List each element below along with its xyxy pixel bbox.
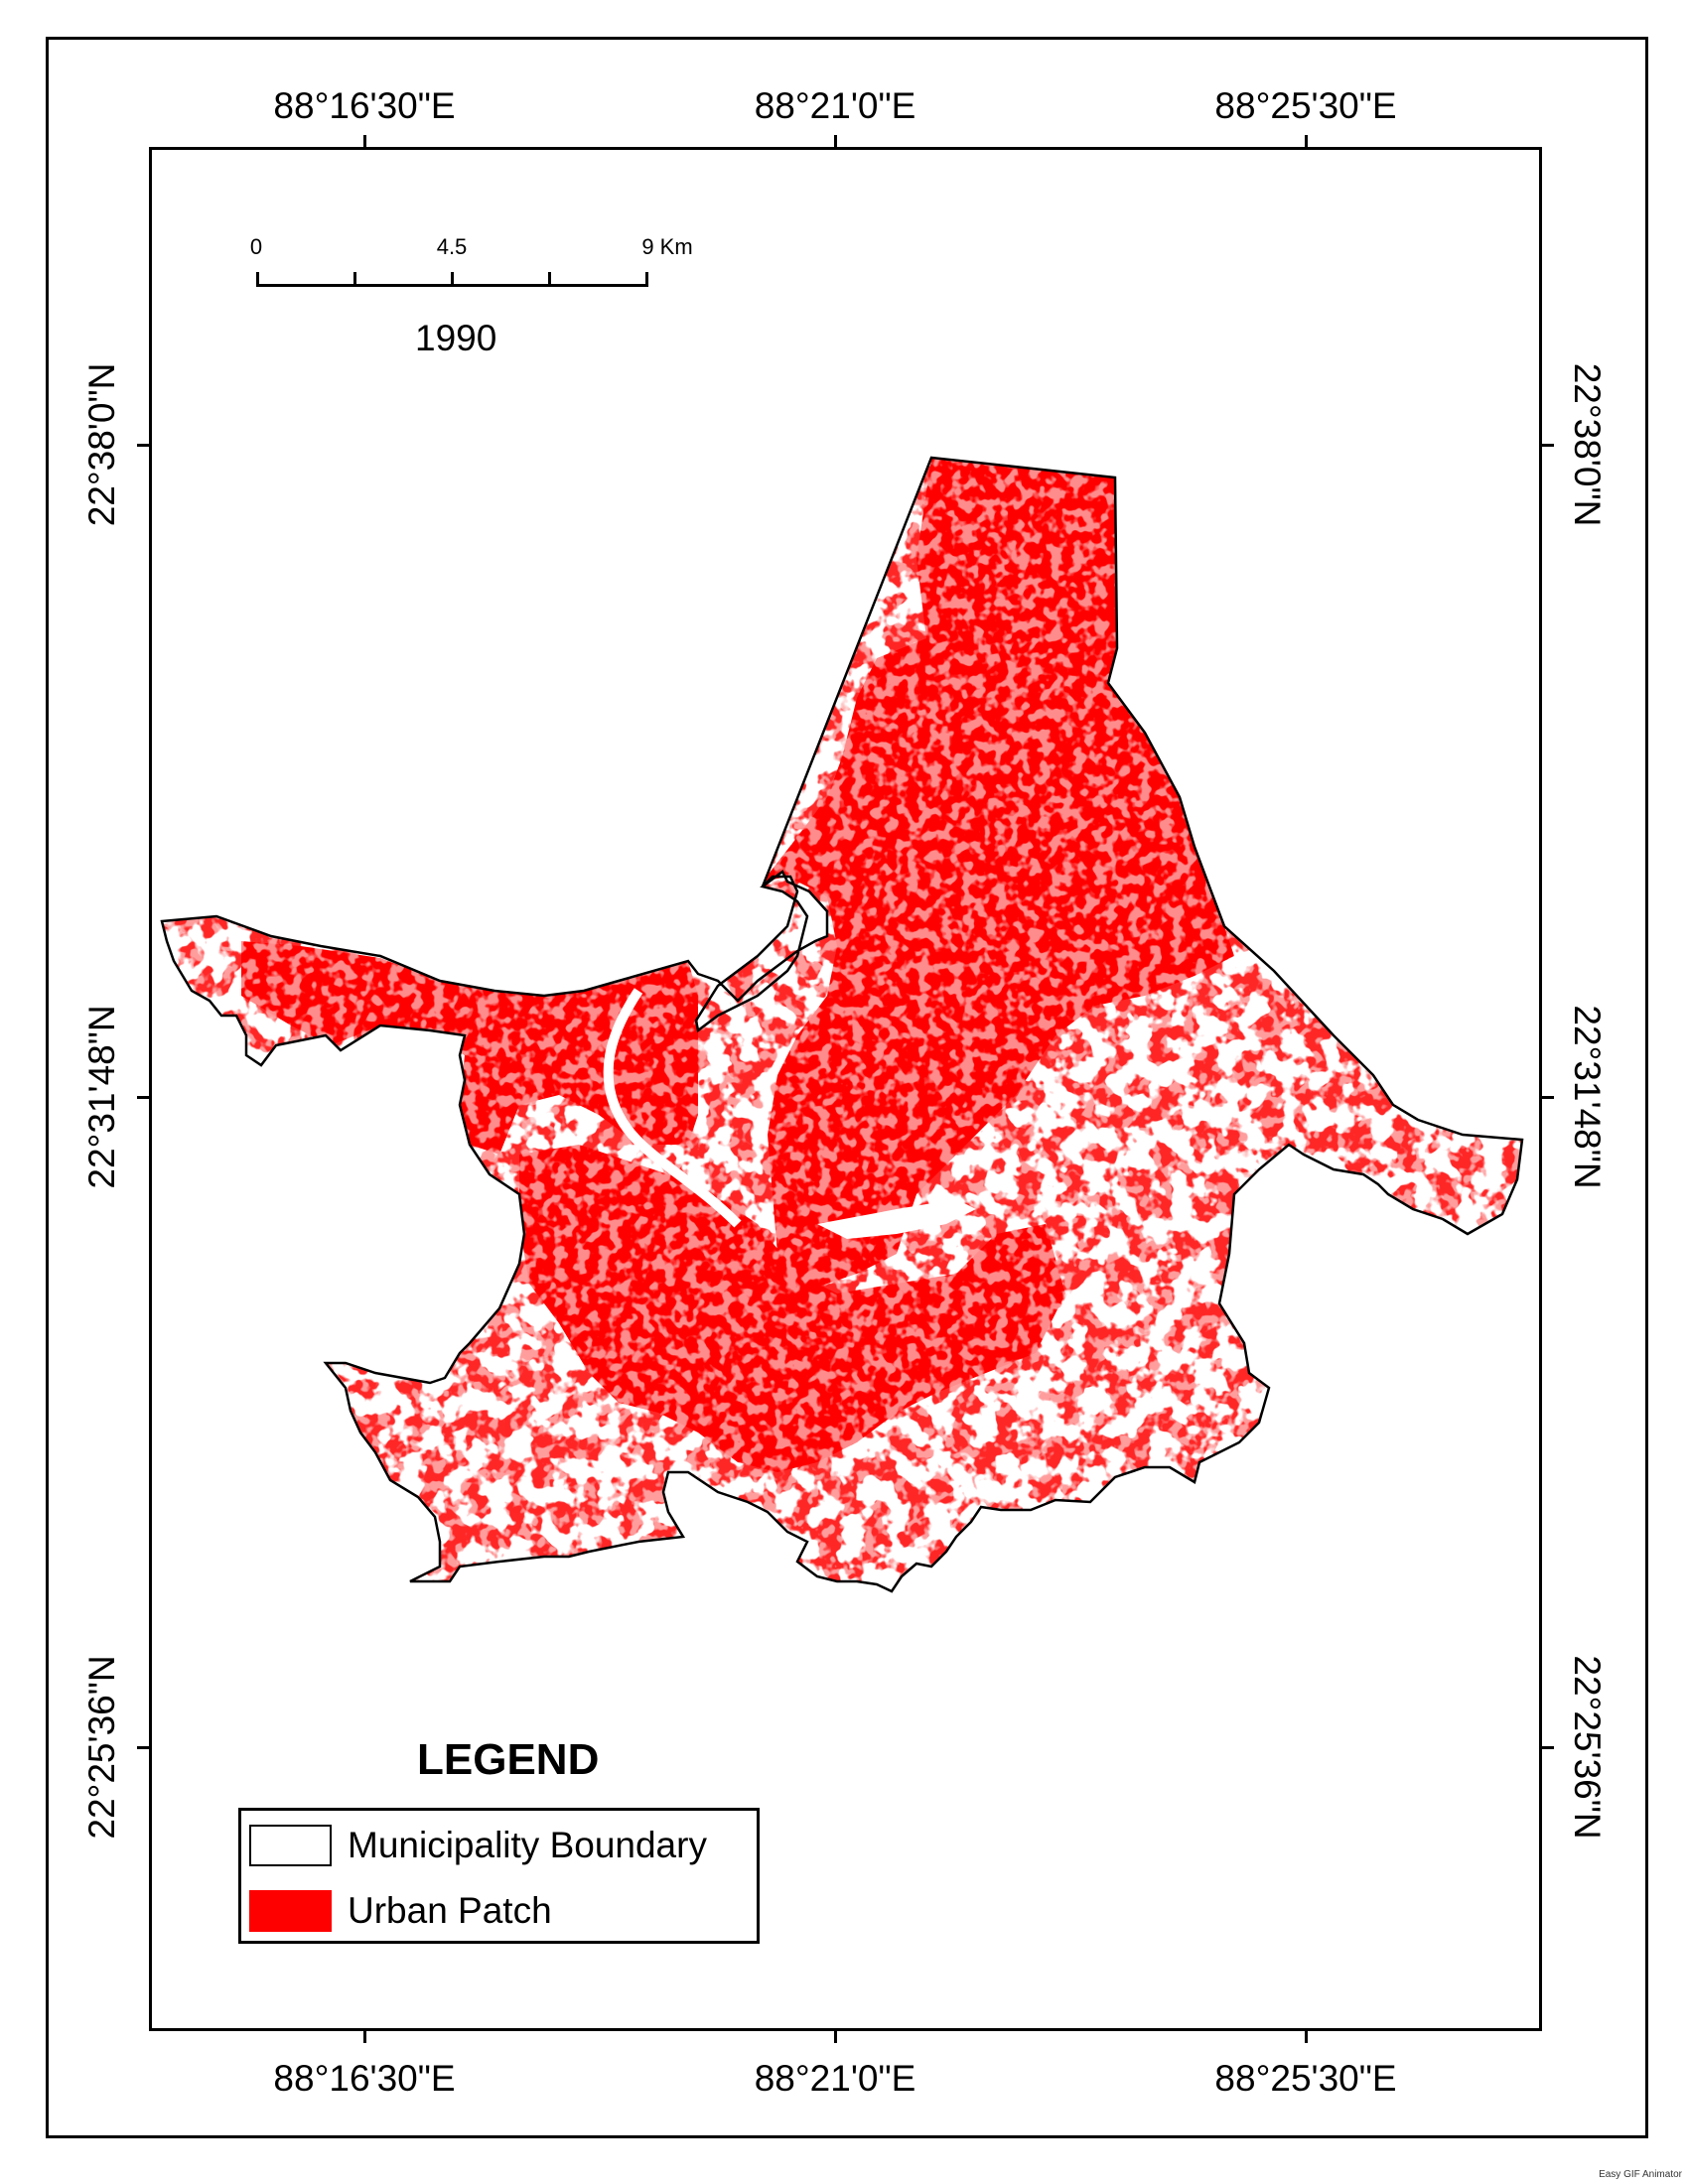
tick-bottom-2 [834, 2030, 837, 2043]
boundary-outline-swatch-icon [249, 1825, 332, 1866]
tick-left-1 [137, 444, 150, 447]
open-area-lake [817, 1199, 976, 1239]
legend-item-boundary: Municipality Boundary [249, 1824, 707, 1867]
scale-tick [548, 272, 551, 287]
river-channel [603, 988, 742, 1228]
tick-left-2 [137, 1096, 150, 1099]
tick-bottom-3 [1305, 2030, 1308, 2043]
legend-title: LEGEND [417, 1735, 600, 1784]
map-canvas [152, 150, 1539, 2028]
tick-right-1 [1541, 444, 1554, 447]
tick-top-1 [363, 135, 366, 148]
scale-tick [451, 272, 454, 287]
legend-label-boundary: Municipality Boundary [348, 1825, 707, 1865]
lon-label-top-3: 88°25'30"E [1214, 85, 1397, 126]
year-label: 1990 [415, 318, 497, 358]
tick-right-2 [1541, 1096, 1554, 1099]
legend: Municipality Boundary Urban Patch [238, 1808, 760, 1944]
scale-tick [645, 272, 648, 287]
lon-label-bottom-1: 88°16'30"E [273, 2058, 456, 2099]
lon-label-top-1: 88°16'30"E [273, 85, 456, 126]
lat-label-left-1: 22°38'0"N [81, 362, 122, 527]
scale-label-end: 9 Km [641, 234, 693, 259]
scale-label-mid: 4.5 [436, 234, 468, 259]
legend-label-urban: Urban Patch [348, 1890, 552, 1931]
lon-label-top-2: 88°21'0"E [754, 85, 916, 126]
credit-text: Easy GIF Animator [1599, 2169, 1682, 2180]
outer-frame [46, 37, 1648, 2138]
urban-patch-swatch-icon [249, 1890, 332, 1932]
legend-item-urban: Urban Patch [249, 1889, 552, 1933]
lon-label-bottom-3: 88°25'30"E [1214, 2058, 1397, 2099]
tick-right-3 [1541, 1746, 1554, 1749]
scale-bar: 0 4.5 9 Km [250, 234, 693, 296]
lat-label-right-1: 22°38'0"N [1567, 362, 1608, 527]
scale-tick [353, 272, 356, 287]
lat-label-right-3: 22°25'36"N [1567, 1655, 1608, 1840]
map-frame [149, 147, 1542, 2031]
tick-left-3 [137, 1746, 150, 1749]
lat-label-right-2: 22°31'48"N [1567, 1005, 1608, 1189]
scale-tick [256, 272, 259, 287]
tick-bottom-1 [363, 2030, 366, 2043]
lon-label-bottom-2: 88°21'0"E [754, 2058, 916, 2099]
scale-label-0: 0 [249, 234, 263, 259]
tick-top-2 [834, 135, 837, 148]
lat-label-left-3: 22°25'36"N [81, 1655, 122, 1840]
lat-label-left-2: 22°31'48"N [81, 1005, 122, 1189]
tick-top-3 [1305, 135, 1308, 148]
